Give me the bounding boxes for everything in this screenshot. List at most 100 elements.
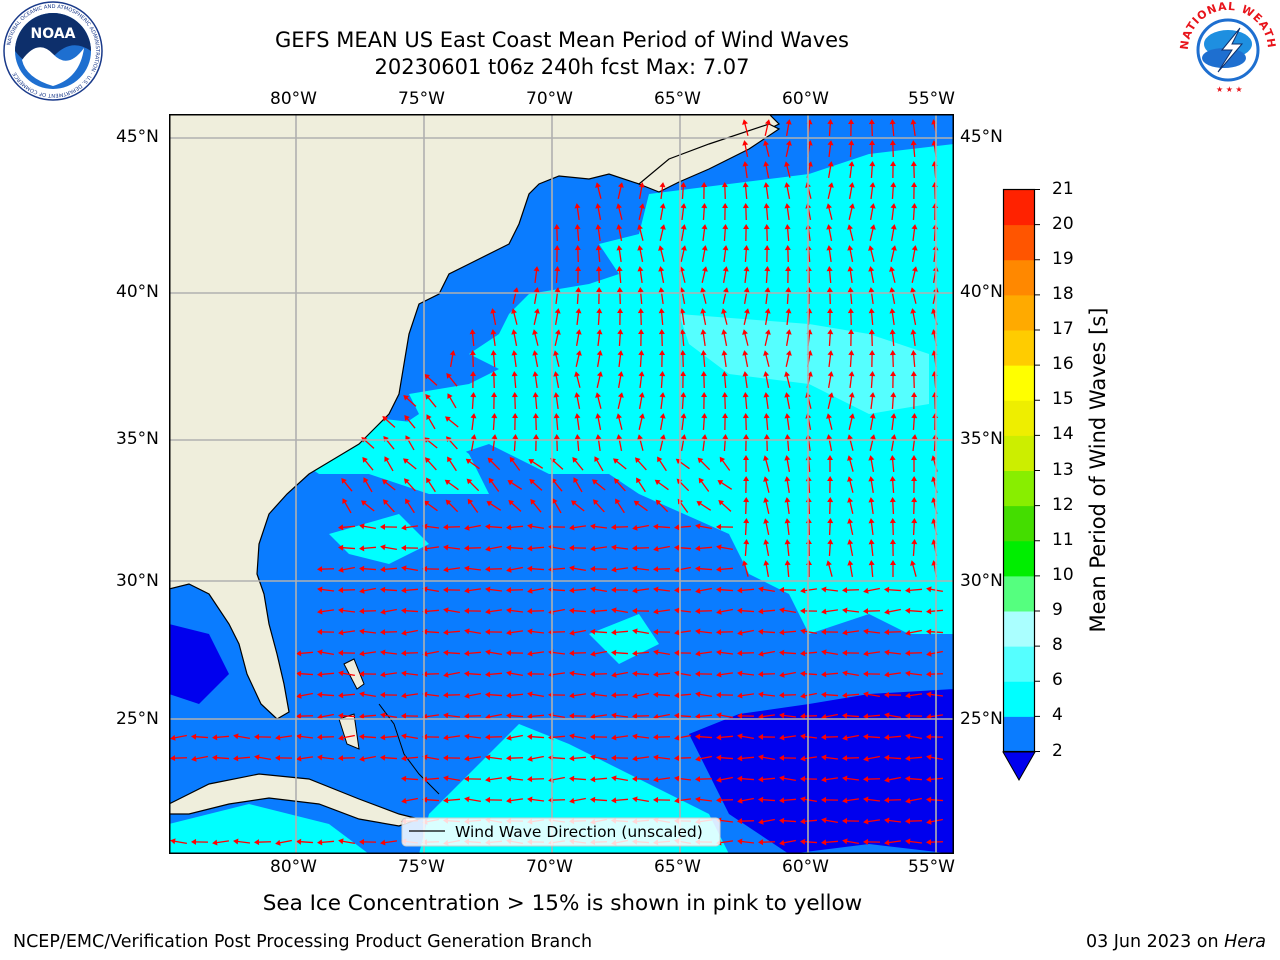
wind-arrow xyxy=(444,479,459,491)
wind-arrow xyxy=(847,266,854,284)
wind-arrow xyxy=(695,733,713,740)
colorbar-label: Mean Period of Wind Waves [s] xyxy=(1086,307,1110,633)
wind-arrow xyxy=(359,733,377,740)
wind-arrow xyxy=(889,308,896,326)
wind-arrow xyxy=(884,712,901,719)
colorbar-tick-label: 10 xyxy=(1052,564,1074,585)
sea-ice-note: Sea Ice Concentration > 15% is shown in … xyxy=(262,891,863,916)
wind-arrow xyxy=(527,691,544,698)
wind-arrow xyxy=(884,754,902,761)
wind-arrow xyxy=(742,161,749,179)
lat-label-right: 45°N xyxy=(960,127,1003,147)
wind-arrow xyxy=(317,691,335,698)
wind-arrow xyxy=(784,455,791,472)
wind-arrow xyxy=(659,371,666,389)
wind-arrow xyxy=(658,266,665,283)
wind-arrow xyxy=(821,691,839,698)
wind-arrow xyxy=(590,776,608,783)
wind-arrow xyxy=(863,713,881,720)
wind-arrow xyxy=(848,161,855,179)
wind-arrow xyxy=(905,692,923,699)
wind-arrow xyxy=(506,775,524,782)
wind-arrow xyxy=(532,392,539,410)
wind-arrow xyxy=(758,628,776,635)
colorbar-segment xyxy=(1003,681,1035,717)
wind-arrow xyxy=(569,544,587,551)
wind-arrow xyxy=(911,476,918,494)
wind-arrow xyxy=(653,671,671,678)
wind-arrow xyxy=(680,413,687,431)
colorbar-tick-label: 18 xyxy=(1052,283,1074,304)
wind-arrow xyxy=(716,629,734,636)
wind-arrow xyxy=(911,392,918,410)
wind-arrow xyxy=(758,754,775,761)
wind-arrow xyxy=(638,182,645,199)
wind-arrow xyxy=(553,350,560,367)
wind-arrow xyxy=(721,371,728,389)
wind-arrow xyxy=(889,266,896,283)
wind-arrow xyxy=(569,587,587,594)
wind-arrow xyxy=(506,797,524,804)
wind-arrow xyxy=(443,544,461,551)
wind-arrow xyxy=(506,692,524,699)
wind-arrow xyxy=(529,478,543,491)
wind-arrow xyxy=(779,629,797,636)
wind-arrow xyxy=(701,203,708,221)
wind-arrow xyxy=(695,755,712,762)
wind-arrow xyxy=(680,392,687,410)
wind-arrow xyxy=(401,733,418,740)
wind-arrow xyxy=(553,224,560,242)
wind-arrow xyxy=(821,796,839,803)
wind-arrow xyxy=(401,544,419,551)
wind-arrow xyxy=(827,371,834,388)
wind-arrow xyxy=(659,350,666,368)
wind-arrow xyxy=(338,692,356,699)
wind-arrow xyxy=(826,266,833,284)
wind-arrow xyxy=(763,224,770,242)
wind-arrow xyxy=(659,413,666,430)
lat-label-left: 25°N xyxy=(116,709,159,729)
wind-arrow xyxy=(443,797,461,804)
chart-subtitle-run: 20230601 t06z 240h fcst Max: 7.07 xyxy=(374,55,750,79)
wind-arrow xyxy=(827,182,834,199)
wind-arrow xyxy=(464,692,481,699)
wind-arrow xyxy=(485,691,503,698)
wind-arrow xyxy=(464,733,482,740)
wind-arrow xyxy=(638,203,645,220)
wind-arrow xyxy=(827,350,834,368)
wind-arrow xyxy=(359,587,376,594)
wind-arrow xyxy=(742,119,749,136)
wind-arrow xyxy=(784,497,791,515)
wind-arrow xyxy=(170,838,187,845)
wind-arrow xyxy=(848,203,855,220)
wind-arrow xyxy=(758,713,776,720)
lon-label-top: 55°W xyxy=(908,89,955,109)
wind-arrow xyxy=(910,371,917,389)
wind-arrow xyxy=(485,649,502,656)
wind-arrow xyxy=(617,308,624,326)
colorbar-tick-label: 17 xyxy=(1052,319,1074,339)
colorbar-segment xyxy=(1003,259,1035,296)
wind-arrow xyxy=(716,691,734,698)
wind-arrow xyxy=(632,692,649,699)
wind-arrow xyxy=(611,797,629,804)
wind-arrow xyxy=(737,838,755,845)
wind-arrow xyxy=(380,608,397,615)
colorbar-tick-label: 12 xyxy=(1052,494,1074,515)
wind-arrow xyxy=(910,161,917,179)
wind-arrow xyxy=(884,776,901,783)
lat-label-left: 40°N xyxy=(116,282,159,302)
colorbar-segment xyxy=(1003,505,1035,542)
wind-arrow xyxy=(889,518,896,536)
wind-arrow xyxy=(743,224,750,242)
wind-arrow xyxy=(616,413,623,430)
wind-arrow xyxy=(443,775,460,782)
wind-arrow xyxy=(763,350,770,367)
wind-arrow xyxy=(595,224,602,242)
wind-arrow xyxy=(890,224,897,241)
wind-arrow xyxy=(423,500,438,512)
wind-arrow xyxy=(911,266,918,283)
wind-arrow xyxy=(800,818,818,825)
wind-arrow xyxy=(800,733,818,740)
wind-arrow xyxy=(889,455,896,473)
